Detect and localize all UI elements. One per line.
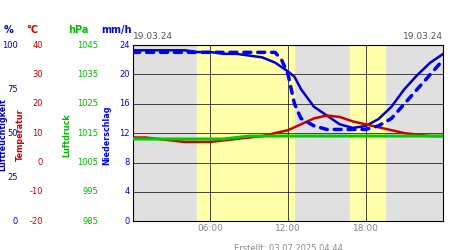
Text: 24: 24 [119,40,130,50]
Text: 8: 8 [124,158,130,167]
Text: 1025: 1025 [77,99,98,108]
Text: 16: 16 [119,99,130,108]
Text: %: % [4,25,14,35]
Text: 19.03.24: 19.03.24 [403,32,443,42]
Text: 40: 40 [32,40,43,50]
Text: 0: 0 [37,158,43,167]
Text: mm/h: mm/h [101,25,131,35]
Text: 25: 25 [8,173,18,182]
Text: 50: 50 [8,129,18,138]
Text: 30: 30 [32,70,43,79]
Text: 100: 100 [2,40,18,50]
Text: 75: 75 [7,84,18,94]
Text: hPa: hPa [68,25,89,35]
Text: 4: 4 [124,188,130,196]
Text: 12: 12 [119,129,130,138]
Text: Niederschlag: Niederschlag [103,105,112,165]
Text: Luftfeuchtigkeit: Luftfeuchtigkeit [0,98,7,172]
Bar [385,45,443,221]
Text: 19.03.24: 19.03.24 [133,32,173,42]
Text: 10: 10 [32,129,43,138]
Bar [198,45,294,221]
Text: 1035: 1035 [77,70,98,79]
Text: 1005: 1005 [77,158,98,167]
Text: 995: 995 [82,188,98,196]
Text: Erstellt: 03.07.2025 04:44: Erstellt: 03.07.2025 04:44 [234,244,342,250]
Text: 985: 985 [82,217,98,226]
Text: Luftdruck: Luftdruck [62,113,71,157]
Text: 20: 20 [32,99,43,108]
Text: Temperatur: Temperatur [16,109,25,161]
Bar [350,45,385,221]
Text: 0: 0 [13,217,18,226]
Text: 1045: 1045 [77,40,98,50]
Bar [133,45,198,221]
Text: -10: -10 [29,188,43,196]
Text: °C: °C [27,25,38,35]
Text: 1015: 1015 [77,129,98,138]
Text: 0: 0 [124,217,130,226]
Text: -20: -20 [29,217,43,226]
Text: 20: 20 [119,70,130,79]
Bar [294,45,350,221]
